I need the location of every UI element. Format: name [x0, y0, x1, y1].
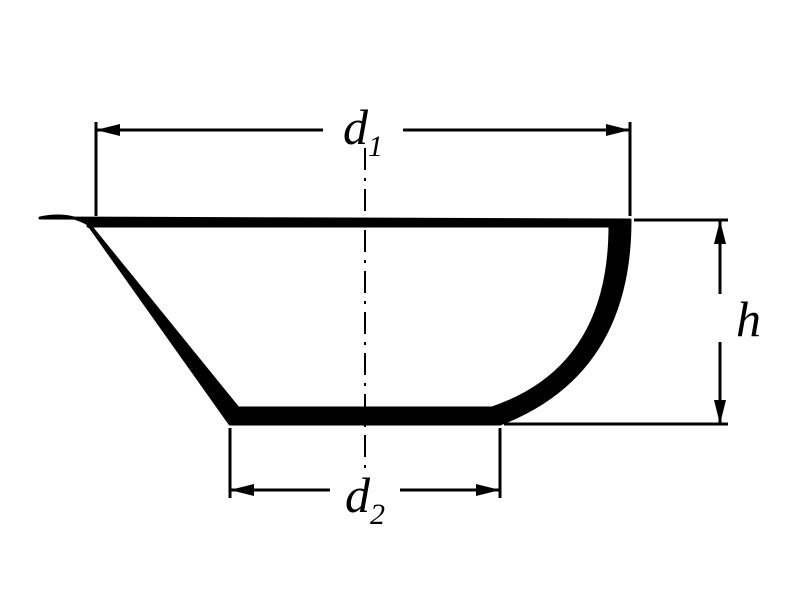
h-label: h [736, 291, 761, 347]
arrowhead [714, 220, 726, 244]
arrowhead [606, 124, 630, 136]
dish-cross-section-diagram: d1 d2 h [0, 0, 800, 600]
arrowhead [230, 484, 254, 496]
d1-label: d1 [343, 99, 383, 163]
arrowhead [714, 400, 726, 424]
arrowhead [96, 124, 120, 136]
arrowhead [476, 484, 500, 496]
dish-cross-section [40, 216, 630, 424]
d2-label: d2 [345, 467, 385, 531]
